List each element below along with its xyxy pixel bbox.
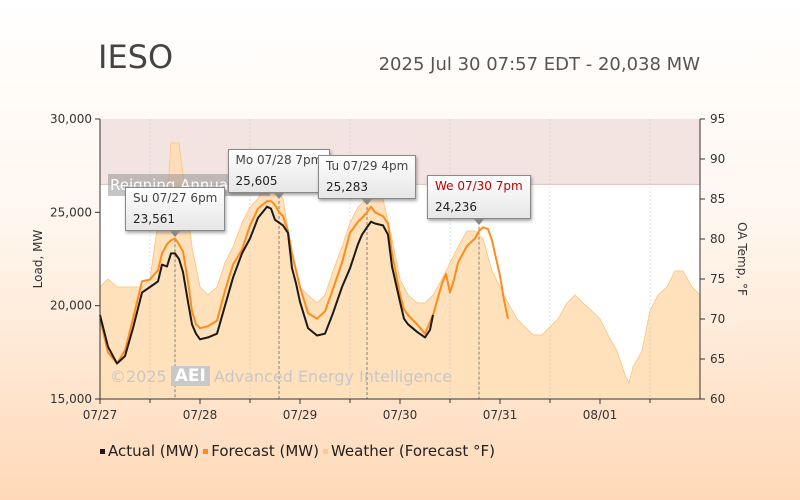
peak-tooltip-date: Mo 07/28 7pm xyxy=(235,153,323,168)
aei-logo: AEI xyxy=(170,366,210,386)
forecast-series xyxy=(99,200,509,365)
weather-line xyxy=(99,142,701,385)
watermark-year: ©2025 xyxy=(110,366,167,386)
x-tick-label: 07/28 xyxy=(183,408,218,422)
y-tick-label: 20,000 xyxy=(50,299,92,313)
x-tick-label: 07/31 xyxy=(483,408,518,422)
forecast-line xyxy=(99,200,509,365)
peak-tooltip-date: Su 07/27 6pm xyxy=(133,191,218,206)
y-axis-label: Load, MW xyxy=(31,230,45,289)
peak-tooltip: Su 07/27 6pm 23,561 xyxy=(125,187,226,238)
peak-tooltip: We 07/30 7pm 24,236 xyxy=(427,174,531,225)
peak-tooltip-date: Tu 07/29 4pm xyxy=(326,159,409,174)
y2-tick-label: 60 xyxy=(710,392,725,406)
y2-tick-label: 80 xyxy=(710,232,725,246)
legend-label-forecast: Forecast (MW) xyxy=(211,442,319,460)
peak-tooltip-date: We 07/30 7pm xyxy=(435,178,523,193)
y2-tick-label: 95 xyxy=(710,112,725,126)
day-guides xyxy=(149,119,651,399)
y2-tick-label: 85 xyxy=(710,192,725,206)
legend-item-actual[interactable]: Actual (MW) xyxy=(100,442,199,460)
x-tick-label: 07/30 xyxy=(383,408,418,422)
y-tick-label: 25,000 xyxy=(50,205,92,219)
weather-swatch-icon xyxy=(322,448,328,454)
peak-tooltip-value: 25,605 xyxy=(235,174,278,189)
actual-line xyxy=(99,205,434,365)
y2-tick-label: 70 xyxy=(710,312,725,326)
y-tick-label: 30,000 xyxy=(50,112,92,126)
chart-legend: Actual (MW) Forecast (MW) Weather (Forec… xyxy=(100,442,495,460)
y2-axis-label: OA Temp, °F xyxy=(735,222,749,296)
legend-label-actual: Actual (MW) xyxy=(108,442,200,460)
peak-tooltip: Tu 07/29 4pm 25,283 xyxy=(318,155,417,206)
peak-tooltip-value: 23,561 xyxy=(133,212,175,227)
y-tick-label: 15,000 xyxy=(50,392,92,406)
y2-tick-label: 65 xyxy=(710,352,725,366)
watermark: ©2025 AEI Advanced Energy Intelligence xyxy=(110,366,452,386)
peak-tooltip-value: 25,283 xyxy=(326,180,368,195)
peak-tooltip: Mo 07/28 7pm 25,605 xyxy=(227,149,331,200)
legend-item-forecast[interactable]: Forecast (MW) xyxy=(203,442,319,460)
legend-label-weather: Weather (Forecast °F) xyxy=(330,442,495,460)
status-text: 2025 Jul 30 07:57 EDT - 20,038 MW xyxy=(378,54,700,75)
axes: 15,000 20,000 25,000 30,000 60 65 70 75 80 85 90 95… xyxy=(50,112,725,422)
x-tick-label: 08/01 xyxy=(583,408,618,422)
actual-swatch-icon xyxy=(100,448,105,454)
legend-item-weather[interactable]: Weather (Forecast °F) xyxy=(322,442,495,460)
page-title: IESO xyxy=(98,38,174,76)
x-tick-label: 07/29 xyxy=(283,408,318,422)
peak-tooltip-value: 24,236 xyxy=(435,199,477,214)
watermark-company: Advanced Energy Intelligence xyxy=(213,366,453,386)
y2-tick-label: 90 xyxy=(710,152,725,166)
actual-series xyxy=(99,205,434,365)
forecast-swatch-icon xyxy=(203,448,209,454)
y2-tick-label: 75 xyxy=(710,272,725,286)
x-tick-label: 07/27 xyxy=(83,408,118,422)
